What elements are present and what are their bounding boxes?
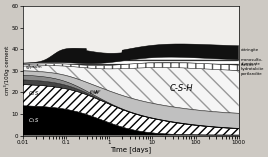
Text: $C_4AF$: $C_4AF$ [90,88,102,96]
Text: $C_2S$: $C_2S$ [28,89,39,98]
Text: C-S-H: C-S-H [170,84,193,93]
Text: calcite /
hydrotalcite: calcite / hydrotalcite [240,62,264,71]
Text: $C_3A$: $C_3A$ [90,89,99,97]
X-axis label: Time [days]: Time [days] [110,146,151,153]
Text: gypsum: gypsum [26,65,43,69]
Text: ettringite: ettringite [240,48,259,52]
Text: monosulfo-
aluminate: monosulfo- aluminate [240,58,263,66]
Text: portlandite: portlandite [240,72,262,76]
Text: $C_3S$: $C_3S$ [28,116,39,125]
Y-axis label: cm³/100g cement: cm³/100g cement [4,46,10,95]
